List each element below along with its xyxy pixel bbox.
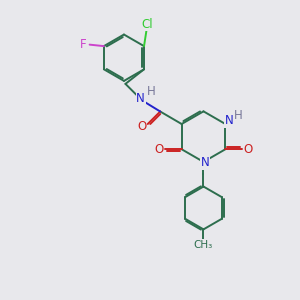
Text: CH₃: CH₃ <box>194 240 213 250</box>
Text: N: N <box>225 114 233 127</box>
Text: N: N <box>136 92 145 105</box>
Text: F: F <box>80 38 87 50</box>
Text: H: H <box>147 85 156 98</box>
Text: O: O <box>244 143 253 156</box>
Text: N: N <box>201 156 210 169</box>
Text: O: O <box>154 143 164 156</box>
Text: Cl: Cl <box>141 18 153 31</box>
Text: O: O <box>137 121 146 134</box>
Text: H: H <box>233 109 242 122</box>
